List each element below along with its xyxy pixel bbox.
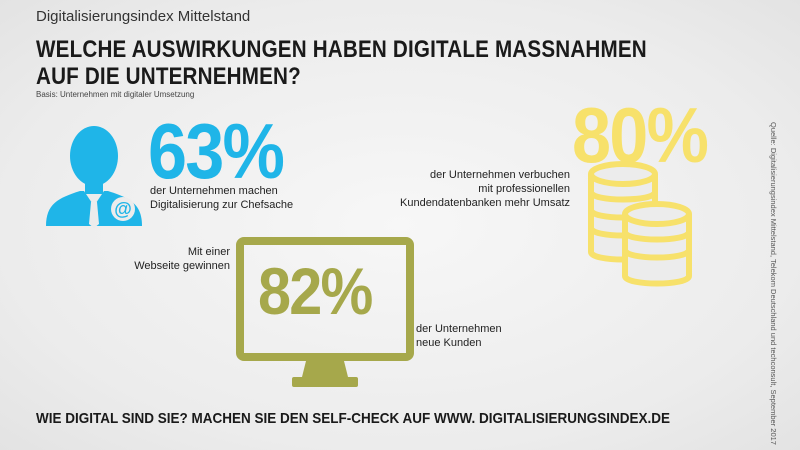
stat-chefsache-text: der Unternehmen machen Digitalisierung z… <box>150 184 340 212</box>
stat-chefsache-line: der Unternehmen machen <box>150 185 278 197</box>
stat-webseite-intro: Mit einer Webseite gewinnen <box>100 245 230 273</box>
stat-chefsache-value: 63% <box>148 107 285 195</box>
basis-note: Basis: Unternehmen mit digitaler Umsetzu… <box>36 90 195 99</box>
at-sign-icon: @ <box>114 199 132 219</box>
stat-webseite-intro-line: Mit einer <box>187 246 230 258</box>
headline-line-2: AUF DIE UNTERNEHMEN? <box>36 63 301 90</box>
source-note: Quelle: Digitalisierungsindex Mittelstan… <box>769 122 778 445</box>
headline-line-1: WELCHE AUSWIRKUNGEN HABEN DIGITALE MASSN… <box>36 36 647 63</box>
stat-umsatz-line: Kundendatenbanken mehr Umsatz <box>400 197 570 209</box>
stat-umsatz-text: der Unternehmen verbuchen mit profession… <box>370 168 570 210</box>
stat-webseite-line: der Unternehmen <box>416 323 502 335</box>
stat-chefsache-line: Digitalisierung zur Chefsache <box>150 199 294 211</box>
self-check-cta: WIE DIGITAL SIND SIE? MACHEN SIE DEN SEL… <box>36 410 671 427</box>
headline: WELCHE AUSWIRKUNGEN HABEN DIGITALE MASSN… <box>36 36 647 90</box>
monitor-icon <box>236 237 414 387</box>
stat-webseite-text: der Unternehmen neue Kunden <box>416 322 556 350</box>
stat-webseite-line: neue Kunden <box>416 337 482 349</box>
stat-umsatz-value: 80% <box>572 91 709 179</box>
businessman-icon: @ <box>46 126 142 228</box>
coin-stack-icon <box>588 161 692 287</box>
stat-umsatz-line: mit professionellen <box>478 183 570 195</box>
kicker-label: Digitalisierungsindex Mittelstand <box>36 8 251 25</box>
stat-umsatz-line: der Unternehmen verbuchen <box>429 169 570 181</box>
stat-webseite-intro-line: Webseite gewinnen <box>134 260 230 272</box>
stat-webseite-value: 82% <box>258 254 373 328</box>
